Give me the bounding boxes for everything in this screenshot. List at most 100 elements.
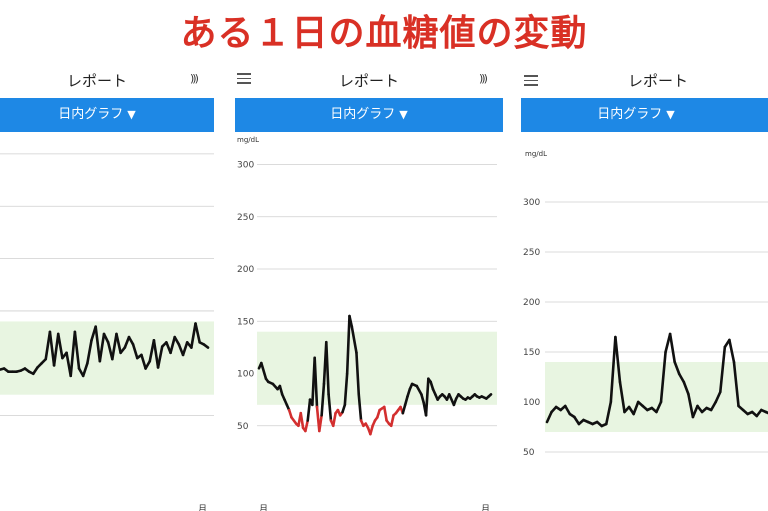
header-title: レポート xyxy=(66,72,127,90)
y-tick-label: 250 xyxy=(523,248,540,258)
glucose-line-segment xyxy=(487,393,493,398)
report-screen-1: レポート ))) 日内グラフ ▼ 月 xyxy=(0,66,214,511)
y-tick-label: 300 xyxy=(237,161,254,171)
graph-type-dropdown[interactable]: 日内グラフ ▼ xyxy=(0,98,214,132)
glucose-line-segment xyxy=(424,377,430,417)
glucose-line-segment xyxy=(563,404,572,416)
glucose-line-segment xyxy=(86,338,93,365)
glucose-line-segment xyxy=(318,413,323,433)
glucose-line-segment xyxy=(260,361,268,381)
glucose-line-segment xyxy=(382,405,388,422)
glucose-line-segment xyxy=(111,332,118,361)
glucose-line-segment xyxy=(144,359,152,370)
y-axis-unit: mg/dL xyxy=(525,150,547,158)
glucose-line-segment xyxy=(94,325,102,363)
glucose-line-segment xyxy=(573,415,581,426)
report-screen-2: レポート ))) 日内グラフ▼ mg/dL 501001502002503003… xyxy=(235,66,503,511)
app-header: レポート ))) xyxy=(0,66,214,96)
glucose-line-segment xyxy=(614,335,622,384)
glucose-line-segment xyxy=(331,411,337,428)
y-tick-label: 200 xyxy=(523,298,540,308)
glucose-line-segment xyxy=(728,338,736,364)
y-tick-label: 350 xyxy=(523,156,540,158)
y-tick-label: 100 xyxy=(237,370,254,380)
glucose-line-segment xyxy=(140,353,147,370)
glucose-line-segment xyxy=(420,393,426,405)
target-range-band xyxy=(0,321,214,395)
glucose-line-segment xyxy=(545,410,553,424)
menu-icon[interactable] xyxy=(524,75,538,89)
x-axis-label-right: 月 xyxy=(481,505,491,511)
glucose-line-segment xyxy=(320,382,326,417)
glucose-line-segment xyxy=(718,345,727,394)
glucose-line-segment xyxy=(152,338,160,369)
glucose-line-segment xyxy=(131,343,139,360)
glucose-line-segment xyxy=(313,356,319,409)
glucose-line-segment xyxy=(299,411,305,430)
glucose-line-segment xyxy=(348,314,354,328)
glucose-line-segment xyxy=(327,393,333,422)
glucose-line-segment xyxy=(69,330,77,378)
glucose-line-segment xyxy=(345,314,351,375)
glucose-line-segment xyxy=(306,398,312,422)
glucose-line-segment xyxy=(102,332,110,344)
y-tick-label: 150 xyxy=(237,317,254,327)
glucose-line-segment xyxy=(604,400,613,426)
glucose-line-segment xyxy=(81,362,89,378)
dropdown-label: 日内グラフ xyxy=(330,107,396,122)
glucose-line-segment xyxy=(350,325,358,354)
glucose-line-segment xyxy=(732,360,740,408)
graph-type-dropdown[interactable]: 日内グラフ ▼ xyxy=(521,98,768,132)
glucose-line-segment xyxy=(415,384,423,396)
glucose-line-segment xyxy=(369,424,374,436)
glucose-line-segment xyxy=(123,335,131,349)
glucose-line-segment xyxy=(447,393,456,407)
glucose-line-segment xyxy=(202,343,210,349)
glucose-line-segment xyxy=(687,392,695,419)
glucose-line-segment xyxy=(73,330,81,370)
glucose-line-segment xyxy=(156,345,164,369)
glucose-line-segment xyxy=(194,322,201,344)
glucose-chart-1 xyxy=(0,153,214,417)
glucose-line-segment xyxy=(714,390,722,404)
glucose-line-segment xyxy=(56,332,64,360)
glucose-line-segment xyxy=(401,403,407,415)
y-tick-label: 50 xyxy=(237,422,249,432)
glucose-chart-2: 50100150200250300350 xyxy=(237,161,497,436)
y-tick-label: 300 xyxy=(523,198,540,208)
glucose-line-segment xyxy=(98,332,106,363)
glucose-line-segment xyxy=(343,372,349,407)
glucose-line-segment xyxy=(173,335,181,346)
glucose-line-segment xyxy=(655,400,663,414)
glucose-line-segment xyxy=(48,330,56,367)
glucose-line-segment xyxy=(709,400,718,412)
glucose-line-segment xyxy=(682,380,690,396)
y-tick-label: 100 xyxy=(523,398,540,408)
glucose-line-segment xyxy=(190,322,197,349)
menu-icon[interactable] xyxy=(237,73,251,87)
glucose-line-segment xyxy=(609,335,617,404)
glucose-line-segment xyxy=(52,332,60,367)
nfc-icon[interactable]: ))) xyxy=(190,72,199,85)
glucose-line-segment xyxy=(659,350,667,404)
glucose-line-segment xyxy=(115,332,122,355)
y-tick-label: 50 xyxy=(523,448,535,458)
glucose-line-segment xyxy=(304,419,310,433)
glucose-line-segment xyxy=(278,384,284,396)
glucose-line-segment xyxy=(677,372,686,384)
glucose-line-segment xyxy=(618,380,626,414)
chevron-down-icon: ▼ xyxy=(127,108,136,121)
glucose-line-segment xyxy=(181,341,189,357)
header-title: レポート xyxy=(628,72,689,90)
x-axis-label: 月 xyxy=(198,505,208,511)
glucose-line-segment xyxy=(355,351,361,396)
x-axis-label-left: 月 xyxy=(259,505,269,511)
page-title: ある１日の血糖値の変動 xyxy=(180,13,588,54)
glucose-line-segment xyxy=(357,393,363,422)
nfc-icon[interactable]: ))) xyxy=(479,72,488,85)
graph-type-dropdown[interactable]: 日内グラフ ▼ xyxy=(235,98,503,132)
glucose-line-segment xyxy=(127,335,135,346)
glucose-line-segment xyxy=(668,332,676,364)
glucose-line-segment xyxy=(389,413,395,428)
header-title: レポート xyxy=(338,72,399,90)
